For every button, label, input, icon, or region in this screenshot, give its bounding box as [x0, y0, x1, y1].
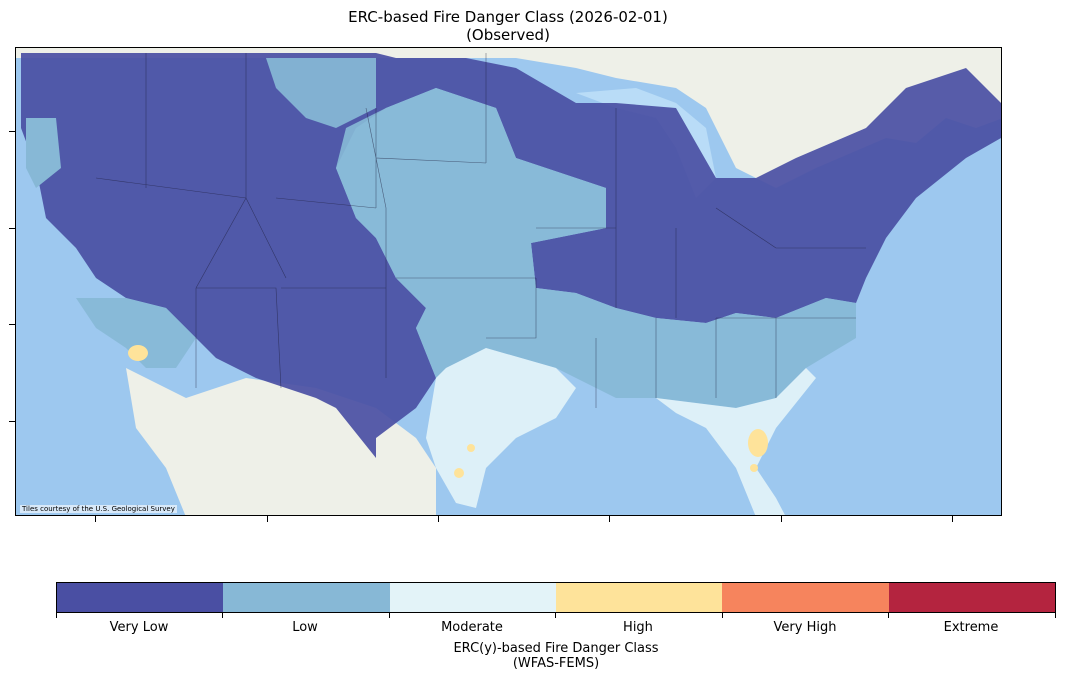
- hotspot-high-south-texas-1: [454, 468, 464, 478]
- region-low-central-plains: [336, 88, 856, 408]
- y-tick: [9, 421, 15, 422]
- y-tick: [9, 131, 15, 132]
- region-moderate-texas: [426, 348, 576, 508]
- region-low-pnw-coast: [26, 118, 61, 188]
- colorbar-label-very-low: Very Low: [109, 620, 169, 635]
- colorbar-tick: [888, 613, 889, 618]
- y-tick: [9, 228, 15, 229]
- colorbar-title: ERC(y)-based Fire Danger Class: [453, 641, 659, 656]
- great-lakes: [576, 88, 716, 198]
- region-moderate-florida: [656, 368, 816, 515]
- colorbar-swatch-low: [223, 583, 390, 612]
- colorbar-swatch-moderate: [389, 583, 556, 612]
- hotspot-high-los-angeles: [128, 345, 148, 361]
- colorbar-tick: [722, 613, 723, 618]
- colorbar-tick: [222, 613, 223, 618]
- colorbar-label-extreme: Extreme: [943, 620, 999, 635]
- fire-danger-map: [16, 48, 1001, 515]
- colorbar-label-high: High: [623, 620, 653, 635]
- colorbar-tick: [555, 613, 556, 618]
- y-tick: [9, 324, 15, 325]
- x-tick: [95, 516, 96, 522]
- map-title: ERC-based Fire Danger Class (2026-02-01): [348, 8, 668, 26]
- colorbar-tick: [389, 613, 390, 618]
- colorbar-tick: [1055, 613, 1056, 618]
- map-panel[interactable]: Tiles courtesy of the U.S. Geological Su…: [15, 47, 1002, 516]
- region-low-southern-california: [76, 298, 196, 368]
- colorbar-swatch-extreme: [888, 583, 1055, 612]
- x-tick: [267, 516, 268, 522]
- colorbar-swatch-very-high: [722, 583, 889, 612]
- colorbar: [56, 582, 1056, 613]
- x-tick: [438, 516, 439, 522]
- hotspot-high-south-texas-3: [750, 464, 758, 472]
- colorbar-label-low: Low: [292, 620, 318, 635]
- canada-land: [16, 48, 1001, 188]
- x-tick: [952, 516, 953, 522]
- map-subtitle: (Observed): [466, 26, 550, 44]
- region-low-northern-plains: [266, 58, 376, 128]
- colorbar-subtitle: (WFAS-FEMS): [512, 656, 600, 671]
- tile-attribution: Tiles courtesy of the U.S. Geological Su…: [20, 505, 177, 513]
- colorbar-swatch-high: [555, 583, 723, 612]
- x-tick: [781, 516, 782, 522]
- colorbar-label-moderate: Moderate: [441, 620, 503, 635]
- hotspot-high-south-texas-2: [467, 444, 475, 452]
- hotspot-high-central-florida: [748, 429, 768, 457]
- region-very-low-main: [21, 53, 1001, 458]
- colorbar-tick: [56, 613, 57, 618]
- colorbar-label-very-high: Very High: [773, 620, 837, 635]
- colorbar-swatch-very-low: [57, 583, 224, 612]
- x-tick: [609, 516, 610, 522]
- state-borders: [95, 53, 866, 408]
